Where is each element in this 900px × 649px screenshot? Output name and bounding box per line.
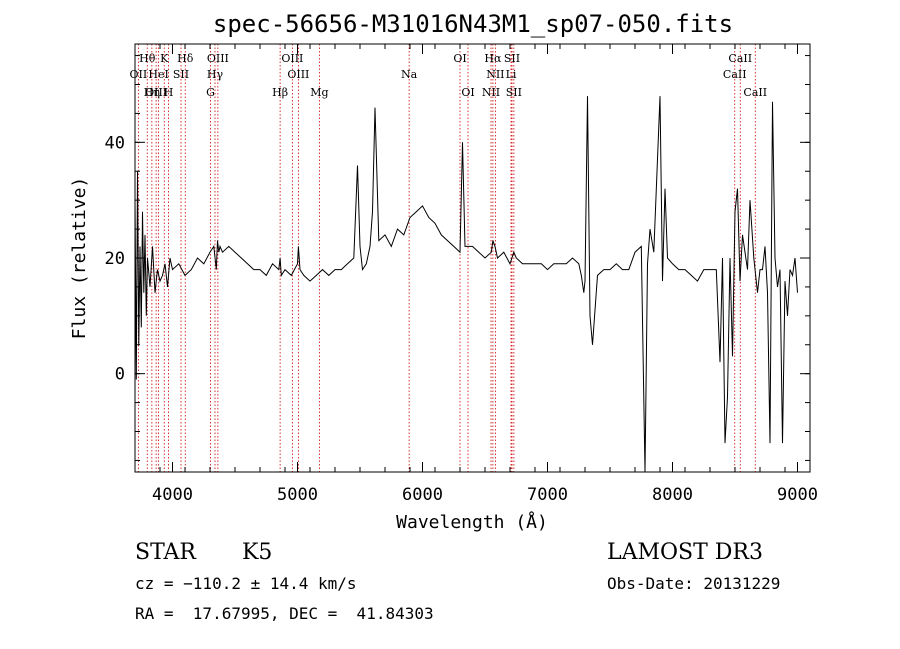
line-marker-label: OI xyxy=(461,86,474,99)
line-marker-label: Mg xyxy=(310,86,328,99)
line-marker-label: SII xyxy=(504,52,520,65)
line-marker-label: OII xyxy=(130,68,148,81)
y-tick-label: 40 xyxy=(105,133,125,153)
line-marker-label: CaII xyxy=(728,52,752,65)
line-marker-label: Li xyxy=(506,68,517,81)
object-subclass: K5 xyxy=(242,540,273,565)
object-class: STAR xyxy=(135,540,196,565)
line-marker-label: SII xyxy=(173,68,189,81)
x-tick-label: 7000 xyxy=(527,485,568,505)
redshift-velocity: cz = −110.2 ± 14.4 km/s xyxy=(135,574,357,593)
line-marker-label: G xyxy=(206,86,215,99)
chart-title: spec-56656-M31016N43M1_sp07-050.fits xyxy=(213,10,733,38)
plot-frame xyxy=(134,43,811,473)
y-tick-label: 20 xyxy=(105,249,125,269)
line-marker-label: OIII xyxy=(145,86,167,99)
x-tick-label: 6000 xyxy=(402,485,443,505)
x-axis-label: Wavelength (Å) xyxy=(396,511,548,533)
line-marker-label: OIII xyxy=(281,52,303,65)
line-marker-label: K xyxy=(160,52,169,65)
line-marker-label: Hδ xyxy=(177,52,194,65)
line-marker-label: OIII xyxy=(287,68,309,81)
line-marker-label: Hα xyxy=(484,52,502,65)
coordinates: RA = 17.67995, DEC = 41.84303 xyxy=(135,604,434,623)
line-marker-label: Hθ xyxy=(139,52,156,65)
line-marker-label: Hβ xyxy=(272,86,288,99)
observation-date: Obs-Date: 20131229 xyxy=(607,574,781,593)
y-tick-label: 0 xyxy=(115,365,125,385)
line-marker-label: Hγ xyxy=(207,68,224,81)
line-marker-label: Hη xyxy=(144,86,160,99)
spectrum-line xyxy=(134,96,798,473)
x-tick-label: 8000 xyxy=(652,485,693,505)
line-markers xyxy=(137,44,756,472)
line-marker-label: CaII xyxy=(743,86,767,99)
line-marker-label: OI xyxy=(453,52,466,65)
x-tick-label: 4000 xyxy=(152,485,193,505)
line-marker-label: OIII xyxy=(207,52,229,65)
line-marker-label: H xyxy=(164,86,174,99)
line-marker-label: NII xyxy=(482,86,500,99)
line-marker-label: HeI xyxy=(148,68,168,81)
y-axis-label: Flux (relative) xyxy=(69,177,90,340)
x-tick-label: 5000 xyxy=(277,485,318,505)
line-marker-label: NII xyxy=(486,68,504,81)
line-marker-label: Na xyxy=(401,68,418,81)
line-marker-label: SII xyxy=(506,86,522,99)
line-marker-label: CaII xyxy=(723,68,747,81)
x-tick-label: 9000 xyxy=(777,485,818,505)
axis-ticks: 4000 5000 6000 7000 8000 9000 0 20 40 xyxy=(105,44,818,505)
survey-name: LAMOST DR3 xyxy=(607,540,763,565)
